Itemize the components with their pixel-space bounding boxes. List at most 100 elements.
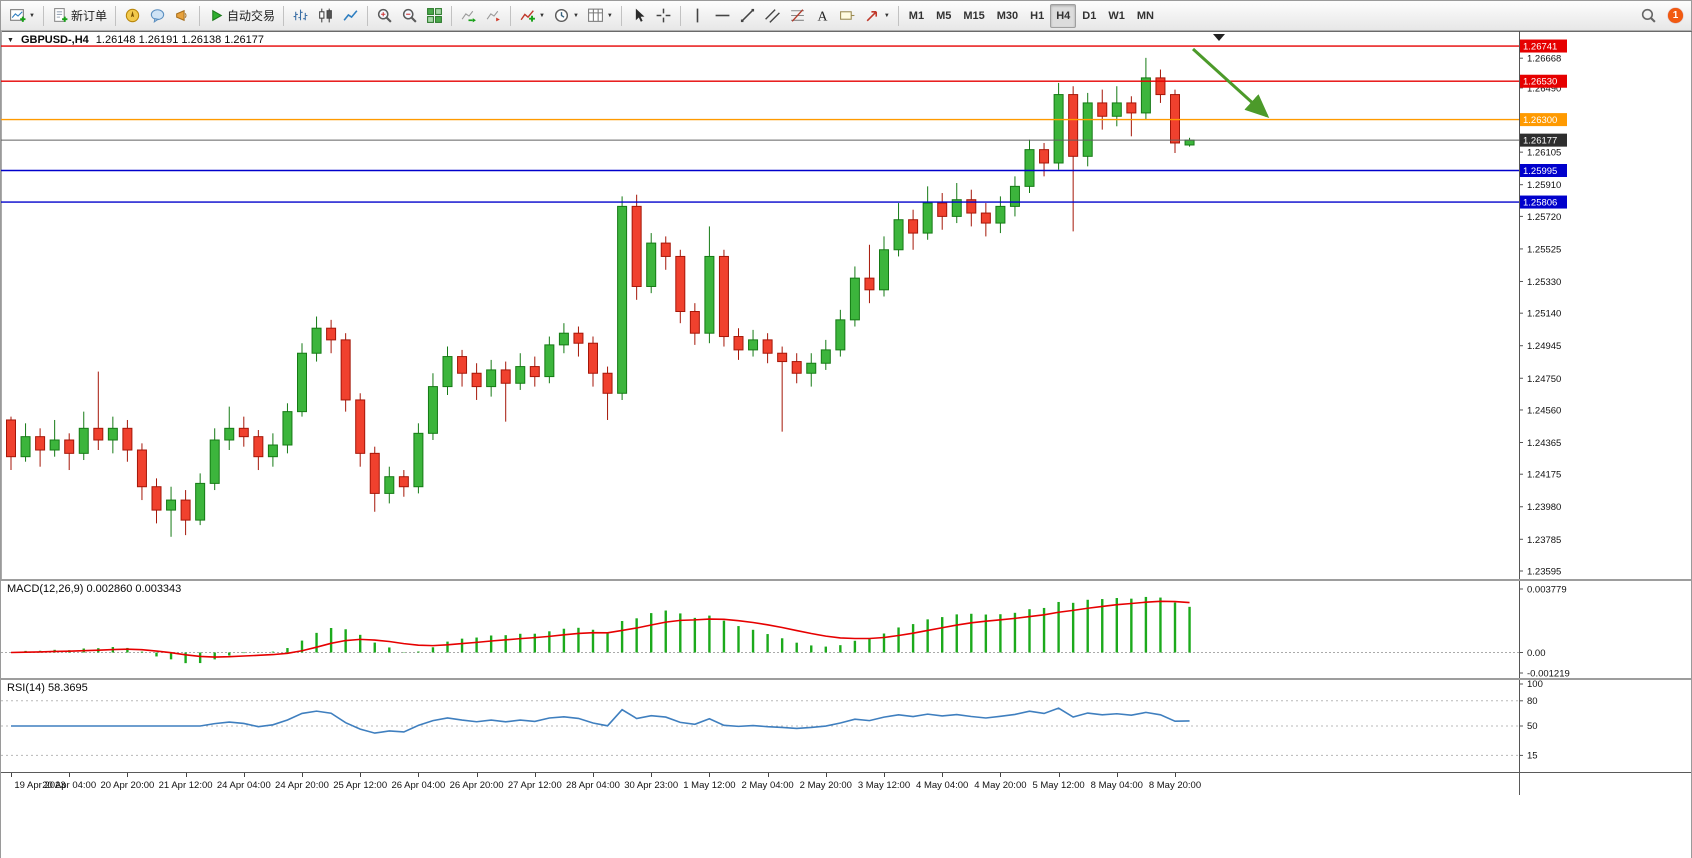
crosshair-icon: [655, 7, 672, 24]
time-label: 25 Apr 12:00: [333, 780, 388, 791]
horizontal-line-button[interactable]: [710, 4, 735, 28]
time-label: 26 Apr 20:00: [449, 780, 504, 791]
rsi-panel[interactable]: 100 80 50 15 RSI(14) 58.3695: [1, 680, 1691, 772]
macd-histogram: [24, 596, 1191, 664]
svg-text:100: 100: [1527, 680, 1543, 690]
timeframe-m15-button[interactable]: M15: [963, 9, 985, 22]
time-tick: [127, 773, 129, 777]
caret-down-icon: ▼: [572, 12, 579, 19]
notification-badge[interactable]: 1: [1668, 8, 1683, 23]
price-chart[interactable]: 1.266681.264901.263051.261051.259101.257…: [1, 31, 1692, 579]
cursor-button[interactable]: [626, 4, 651, 28]
fibonacci-button[interactable]: [785, 4, 810, 28]
navigator-button[interactable]: [120, 4, 145, 28]
channel-button[interactable]: [760, 4, 785, 28]
toolbar-separator: [509, 5, 511, 26]
timeframe-m5-button[interactable]: M5: [936, 9, 952, 22]
timeframe-m1-button[interactable]: M1: [908, 9, 925, 22]
chat-icon: [149, 7, 166, 24]
chart-plus-icon: [9, 7, 26, 24]
autotrading-button[interactable]: 自动交易: [204, 4, 279, 28]
time-tick: [476, 773, 478, 777]
svg-text:1.25140: 1.25140: [1527, 309, 1561, 320]
search-button[interactable]: [1636, 4, 1661, 28]
svg-text:1.23785: 1.23785: [1527, 535, 1561, 546]
tile-windows-button[interactable]: [422, 4, 447, 28]
text-button[interactable]: A: [810, 4, 835, 28]
svg-text:1.23595: 1.23595: [1527, 566, 1561, 577]
play-green-icon: [208, 7, 225, 24]
svg-text:1.24175: 1.24175: [1527, 470, 1561, 481]
time-label: 27 Apr 12:00: [507, 780, 562, 791]
svg-text:-0.001219: -0.001219: [1527, 669, 1570, 679]
new-chart-button[interactable]: ▼: [5, 4, 39, 28]
timeframe-h1-button[interactable]: H1: [1030, 9, 1045, 22]
axis-border: [1519, 773, 1520, 795]
time-tick: [243, 773, 245, 777]
line-mode-button[interactable]: [338, 4, 363, 28]
time-tick: [825, 773, 827, 777]
periods-button[interactable]: ▼: [549, 4, 583, 28]
time-label: 24 Apr 20:00: [275, 780, 329, 791]
autoscroll-icon: [460, 7, 477, 24]
timeframe-w1-button[interactable]: W1: [1108, 9, 1125, 22]
time-tick: [1175, 773, 1176, 777]
indicator-plus-icon: [519, 7, 536, 24]
trend-arrow-annotation[interactable]: [1191, 47, 1270, 119]
time-axis[interactable]: 19 Apr 2023 20 Apr 04:00 20 Apr 20:00 21 Ap…: [1, 772, 1691, 795]
chart-shift-button[interactable]: [481, 4, 506, 28]
main-chart-panel[interactable]: 1.266681.264901.263051.261051.259101.257…: [1, 31, 1692, 579]
svg-text:1.26741: 1.26741: [1523, 42, 1557, 53]
collapse-toggle-icon[interactable]: ▼: [7, 36, 14, 44]
auto-scroll-button[interactable]: [456, 4, 481, 28]
chart-shift-marker[interactable]: [1213, 34, 1225, 41]
terminal-button[interactable]: [170, 4, 195, 28]
timeframe-m30-button[interactable]: M30: [996, 9, 1019, 22]
new-order-button[interactable]: 新订单: [48, 4, 111, 28]
time-label: 21 Apr 12:00: [158, 780, 213, 791]
template-grid-icon: [587, 7, 604, 24]
time-tick: [884, 773, 885, 777]
macd-chart[interactable]: 0.003779 0.00 -0.001219: [1, 581, 1692, 678]
data-window-button[interactable]: [145, 4, 170, 28]
trendline-button[interactable]: [735, 4, 760, 28]
toolbar-separator: [198, 5, 200, 26]
toolbar-separator: [897, 5, 899, 26]
label-tag-icon: [839, 7, 856, 24]
trendline-icon: [739, 7, 756, 24]
time-tick: [418, 773, 420, 777]
magnifier-icon: [1640, 7, 1657, 24]
crosshair-button[interactable]: [651, 4, 676, 28]
panel-splitter[interactable]: [1, 678, 1691, 680]
svg-text:1.24945: 1.24945: [1527, 341, 1561, 352]
svg-text:1.26300: 1.26300: [1523, 115, 1557, 126]
candles-mode-button[interactable]: [313, 4, 338, 28]
autotrading-label: 自动交易: [226, 9, 275, 23]
indicators-button[interactable]: ▼: [515, 4, 549, 28]
zoom-out-button[interactable]: [397, 4, 422, 28]
timeframe-d1-button[interactable]: D1: [1082, 9, 1097, 22]
svg-text:1.26177: 1.26177: [1523, 136, 1557, 147]
bars-mode-button[interactable]: [288, 4, 313, 28]
time-label: 4 May 04:00: [916, 780, 969, 791]
timeframe-mn-button[interactable]: MN: [1136, 9, 1154, 22]
macd-panel[interactable]: 0.003779 0.00 -0.001219 MACD(12,26,9) 0.00…: [1, 581, 1691, 678]
toolbar-separator: [366, 5, 368, 26]
arrows-button[interactable]: ▼: [860, 4, 894, 28]
time-tick: [651, 773, 653, 777]
time-label: 26 Apr 04:00: [391, 780, 446, 791]
text-label-button[interactable]: [835, 4, 860, 28]
zoom-in-button[interactable]: [372, 4, 397, 28]
templates-button[interactable]: ▼: [583, 4, 617, 28]
price-axis[interactable]: 1.266681.264901.263051.261051.259101.257…: [1519, 54, 1561, 578]
rsi-chart[interactable]: 100 80 50 15: [1, 680, 1692, 772]
panel-splitter[interactable]: [1, 579, 1691, 581]
vertical-line-button[interactable]: [685, 4, 710, 28]
timeframe-h4-button[interactable]: H4: [1050, 3, 1077, 28]
horizontal-lines[interactable]: [1, 45, 1519, 203]
doc-plus-icon: [52, 7, 69, 24]
svg-text:0.003779: 0.003779: [1527, 585, 1567, 596]
time-tick: [709, 773, 711, 777]
candles-icon: [317, 7, 334, 24]
